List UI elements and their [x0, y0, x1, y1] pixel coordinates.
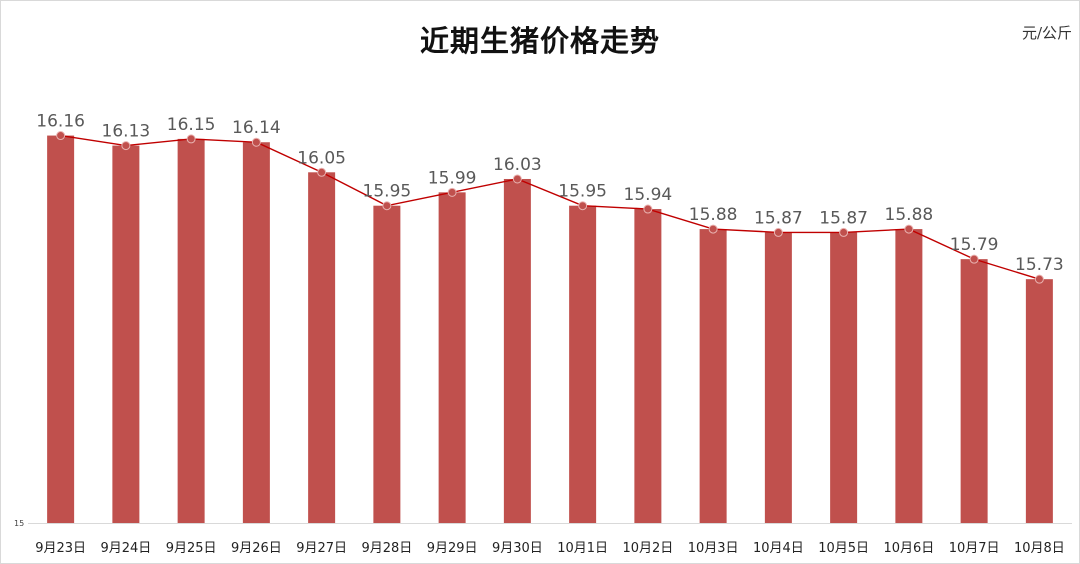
x-tick-label-6: 9月29日 — [427, 541, 478, 556]
bar-12 — [830, 232, 858, 524]
line-point-7 — [512, 174, 522, 184]
data-label-0: 16.16 — [36, 112, 85, 132]
data-label-12: 15.87 — [819, 208, 868, 228]
line-point-12 — [839, 227, 849, 237]
bar-8 — [569, 205, 597, 523]
data-label-2: 16.15 — [167, 115, 216, 135]
data-label-13: 15.88 — [885, 205, 934, 225]
bar-6 — [438, 192, 466, 523]
bar-13 — [895, 229, 923, 523]
y-tick-label-0: 15 — [14, 519, 24, 528]
data-label-14: 15.79 — [950, 235, 999, 255]
line-point-1 — [121, 141, 131, 151]
line-point-3 — [251, 137, 261, 147]
data-label-7: 16.03 — [493, 155, 542, 175]
x-tick-label-0: 9月23日 — [35, 541, 86, 556]
price-line — [60, 134, 1040, 280]
data-label-9: 15.94 — [624, 185, 673, 205]
x-tick-label-14: 10月7日 — [949, 541, 1000, 556]
x-tick-label-8: 10月1日 — [557, 541, 608, 556]
line-point-6 — [447, 187, 457, 197]
chart-title: 近期生猪价格走势 — [419, 24, 660, 58]
bar-5 — [373, 205, 401, 523]
x-tick-labels: 9月23日 9月24日 9月25日 9月26日 9月27日 9月28日 9月29日 9月30日… — [35, 541, 1065, 556]
data-label-11: 15.87 — [754, 208, 803, 228]
data-label-15: 15.73 — [1015, 255, 1064, 275]
x-tick-label-11: 10月4日 — [753, 541, 804, 556]
x-axis: 15 — [14, 519, 1072, 528]
data-label-6: 15.99 — [428, 168, 477, 188]
line-point-9 — [643, 204, 653, 214]
data-label-10: 15.88 — [689, 205, 738, 225]
data-label-1: 16.13 — [102, 122, 151, 142]
x-tick-label-9: 10月2日 — [622, 541, 673, 556]
x-tick-label-5: 9月28日 — [361, 541, 412, 556]
line-point-5 — [382, 201, 392, 211]
bar-0 — [47, 135, 75, 523]
x-tick-label-2: 9月25日 — [166, 541, 217, 556]
bar-3 — [242, 142, 270, 524]
line-point-4 — [317, 167, 327, 177]
data-label-4: 16.05 — [297, 148, 346, 168]
x-tick-label-3: 9月26日 — [231, 541, 282, 556]
data-label-5: 15.95 — [363, 182, 412, 202]
x-tick-label-15: 10月8日 — [1014, 541, 1065, 556]
unit-label: 元/公斤 — [1021, 24, 1072, 42]
line-series — [56, 131, 1044, 284]
bar-11 — [764, 232, 792, 524]
x-tick-label-12: 10月5日 — [818, 541, 869, 556]
bar-7 — [503, 178, 531, 524]
line-point-11 — [773, 227, 783, 237]
bar-2 — [177, 138, 205, 523]
data-labels: 16.16 16.13 16.15 16.14 16.05 15.95 15.99 16.03… — [36, 112, 1063, 276]
bar-4 — [308, 172, 336, 524]
x-tick-label-10: 10月3日 — [688, 541, 739, 556]
x-tick-label-4: 9月27日 — [296, 541, 347, 556]
x-tick-label-1: 9月24日 — [100, 541, 151, 556]
bar-14 — [960, 259, 988, 523]
line-point-15 — [1034, 274, 1044, 284]
line-point-8 — [578, 201, 588, 211]
bar-9 — [634, 209, 662, 524]
line-point-10 — [708, 224, 718, 234]
bars-group — [47, 135, 1053, 524]
line-point-13 — [904, 224, 914, 234]
bar-15 — [1025, 279, 1053, 523]
line-point-14 — [969, 254, 979, 264]
bar-10 — [699, 229, 727, 523]
line-point-0 — [56, 131, 66, 141]
line-point-2 — [186, 134, 196, 144]
data-label-3: 16.14 — [232, 118, 281, 138]
bar-1 — [112, 145, 140, 523]
x-tick-label-13: 10月6日 — [883, 541, 934, 556]
data-label-8: 15.95 — [558, 182, 607, 202]
x-tick-label-7: 9月30日 — [492, 541, 543, 556]
